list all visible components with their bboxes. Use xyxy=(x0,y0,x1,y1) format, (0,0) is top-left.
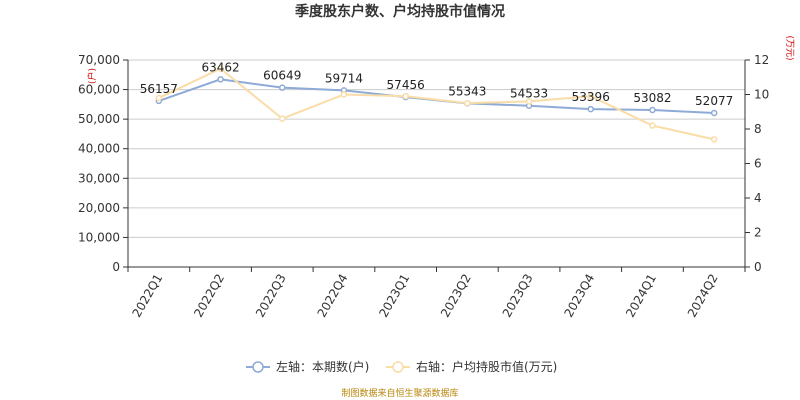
legend: 左轴：本期数(户) 右轴：户均持股市值(万元) xyxy=(246,359,557,374)
right-axis-tick-label: 2 xyxy=(754,226,762,240)
x-axis-tick-label: 2023Q3 xyxy=(500,272,536,320)
series-1-point xyxy=(587,92,594,100)
source-note: 制图数据来自恒生聚源数据库 xyxy=(341,387,458,399)
right-axis-tick-label: 0 xyxy=(754,260,762,274)
legend-marker-avg-value xyxy=(392,361,404,373)
right-axis-unit: (万元) xyxy=(784,35,794,60)
right-axis-tick-label: 6 xyxy=(754,157,762,171)
series-layer xyxy=(155,65,718,143)
axis-layer: 0 10,000 20,000 30,000 40,000 50,000 60,000 70,… xyxy=(78,35,794,319)
chart-title: 季度股东户数、户均持股市值情况 xyxy=(294,3,505,20)
data-label: 60649 xyxy=(263,69,301,83)
left-axis-tick-label: 70,000 xyxy=(78,53,120,67)
x-axis-tick-label: 2024Q1 xyxy=(623,272,659,320)
series-line-0 xyxy=(158,78,715,114)
series-1-point xyxy=(710,136,718,143)
right-axis-tick-label: 8 xyxy=(754,122,762,136)
left-axis-tick-label: 0 xyxy=(112,260,120,274)
x-axis-tick-label: 2022Q4 xyxy=(315,272,351,320)
right-axis-tick-label: 10 xyxy=(754,88,769,102)
series-0-point xyxy=(217,76,224,83)
x-axis-tick-label: 2024Q2 xyxy=(685,272,721,320)
series-0-point xyxy=(710,109,718,117)
series-1-point xyxy=(279,115,286,122)
legend-label-avg-value: 右轴：户均持股市值(万元) xyxy=(416,359,557,374)
series-1-point xyxy=(464,99,471,107)
right-axis-tick-label: 4 xyxy=(754,191,762,205)
legend-label-households: 左轴：本期数(户) xyxy=(276,359,369,374)
data-label: 55343 xyxy=(448,84,486,98)
x-axis-tick-label: 2023Q1 xyxy=(376,272,412,320)
x-axis-tick-label: 2022Q3 xyxy=(253,272,289,320)
x-axis-tick-label: 2023Q4 xyxy=(561,272,597,320)
series-1-point xyxy=(525,98,533,105)
data-label: 53082 xyxy=(633,91,671,105)
left-axis-tick-label: 40,000 xyxy=(78,142,120,156)
data-label: 54533 xyxy=(510,87,548,101)
left-axis-tick-label: 50,000 xyxy=(78,112,120,126)
data-label: 53396 xyxy=(572,90,610,104)
left-axis-unit: (户) xyxy=(86,68,98,84)
series-1-point xyxy=(155,94,163,102)
data-label: 57456 xyxy=(387,78,425,92)
data-label: 59714 xyxy=(325,71,363,85)
series-1-point xyxy=(402,92,409,100)
data-label: 56157 xyxy=(140,82,178,96)
series-0-point xyxy=(587,105,594,113)
series-0-point xyxy=(649,106,656,114)
left-axis-tick-label: 60,000 xyxy=(78,83,120,97)
data-label: 63462 xyxy=(201,60,239,74)
series-line-1 xyxy=(158,67,715,141)
series-0-point xyxy=(279,84,286,91)
data-label: 52077 xyxy=(695,94,733,108)
label-layer: 56157 63462 60649 59714 57456 55343 54533 53396… xyxy=(140,60,733,108)
grid-layer xyxy=(128,59,745,268)
series-1-point xyxy=(217,65,224,72)
x-axis-tick-label: 2023Q2 xyxy=(438,271,474,319)
left-axis-tick-label: 10,000 xyxy=(78,230,120,244)
legend-marker-households xyxy=(252,361,264,373)
right-axis-tick-label: 12 xyxy=(754,53,769,67)
x-axis-tick-label: 2022Q2 xyxy=(191,272,227,320)
left-axis-tick-label: 30,000 xyxy=(78,171,120,185)
left-axis-tick-label: 20,000 xyxy=(78,201,120,215)
series-1-point xyxy=(340,91,348,98)
x-axis-tick-label: 2022Q1 xyxy=(130,272,166,320)
series-1-point xyxy=(649,122,656,129)
